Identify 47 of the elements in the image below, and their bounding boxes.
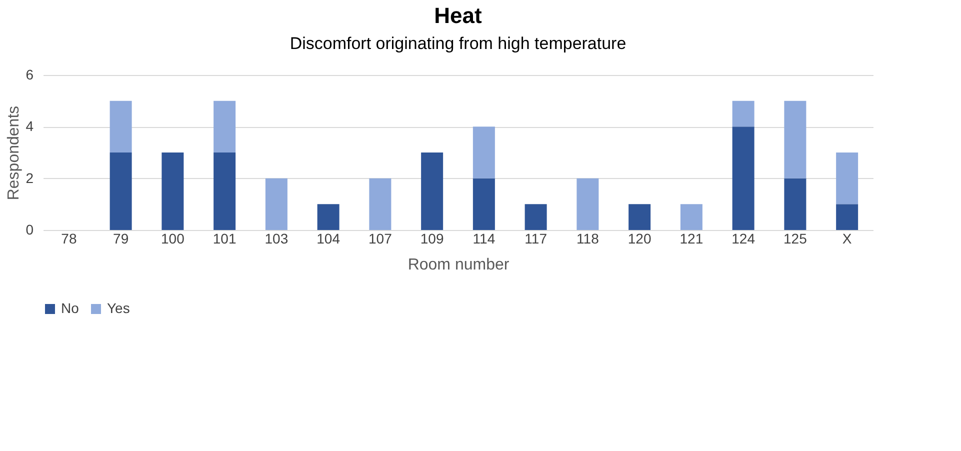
bar	[576, 178, 599, 230]
y-axis-title: Respondents	[6, 106, 23, 200]
bar	[732, 126, 754, 230]
bar	[472, 178, 495, 230]
x-tick-label: 125	[784, 230, 808, 246]
bar	[472, 126, 495, 178]
x-tick-label: 114	[472, 230, 496, 246]
x-tick-label: 79	[113, 230, 129, 246]
x-tick-label: 104	[316, 230, 340, 246]
bar	[784, 178, 806, 230]
x-tick-label: 121	[680, 230, 704, 246]
bar	[162, 152, 184, 230]
bar	[214, 152, 236, 230]
bar	[110, 152, 132, 230]
bar	[836, 152, 858, 204]
bar	[369, 178, 392, 230]
x-tick-label: 78	[61, 230, 77, 246]
x-tick-label: 109	[420, 230, 444, 246]
bar	[421, 152, 444, 230]
x-tick-label: 117	[524, 230, 548, 246]
bar	[265, 178, 288, 230]
bar	[836, 204, 858, 230]
bar	[732, 100, 754, 127]
chart-subtitle: Discomfort originating from high temperature	[290, 34, 626, 53]
x-tick-label: 100	[161, 230, 185, 246]
bar	[680, 204, 702, 230]
y-tick-label: 2	[26, 170, 34, 186]
x-tick-label: 107	[368, 230, 392, 246]
legend-label: Yes	[107, 300, 130, 316]
y-tick-label: 4	[26, 118, 34, 134]
bar	[628, 204, 651, 230]
x-tick-label: 120	[628, 230, 652, 246]
bar	[784, 100, 806, 178]
bar	[110, 100, 132, 152]
legend-label: No	[61, 300, 80, 316]
bar	[214, 100, 236, 152]
x-tick-label: 101	[212, 230, 236, 246]
x-axis-title: Room number	[408, 256, 510, 274]
x-tick-label: 118	[576, 230, 600, 246]
x-tick-label: 103	[264, 230, 288, 246]
y-tick-label: 6	[26, 66, 34, 82]
y-tick-label: 0	[26, 222, 34, 238]
bar	[524, 204, 547, 230]
x-tick-label: 124	[732, 230, 756, 246]
x-tick-label: X	[842, 230, 852, 246]
chart-title: Heat	[434, 3, 483, 28]
bar	[317, 204, 340, 230]
